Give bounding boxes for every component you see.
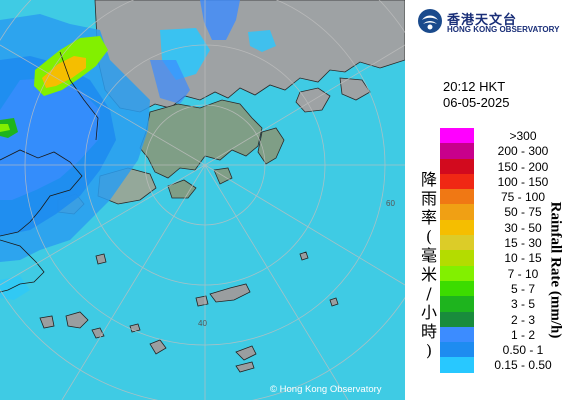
legend-row: 2 - 3 (440, 311, 577, 327)
legend-row: 75 - 100 (440, 189, 577, 205)
legend-swatch (440, 357, 474, 373)
legend-label: 10 - 15 (504, 251, 542, 266)
legend-label: 30 - 50 (504, 220, 542, 235)
legend-label: 3 - 5 (510, 297, 535, 312)
legend-title-cn: 降雨率(毫米 / 小時) (420, 170, 437, 360)
legend-row: 10 - 15 (440, 250, 577, 266)
legend-row: 50 - 75 (440, 204, 577, 220)
legend-label: 2 - 3 (510, 312, 535, 327)
legend-row: 7 - 10 (440, 265, 577, 281)
legend-swatch (440, 173, 474, 190)
legend-label: 200 - 300 (497, 144, 549, 159)
legend-label: 100 - 150 (497, 174, 549, 189)
hko-emblem-icon (418, 9, 442, 33)
legend-label: 1 - 2 (510, 327, 535, 342)
hko-logo[interactable]: 香港天文台 HONG KONG OBSERVATORY (415, 6, 575, 36)
legend-label: 150 - 200 (497, 159, 549, 174)
legend-row: >300 (440, 128, 577, 144)
legend-panel: 香港天文台 HONG KONG OBSERVATORY 20:12 HKT 06… (405, 0, 577, 400)
observation-time: 20:12 HKT (443, 79, 506, 94)
legend-label: 7 - 10 (507, 266, 539, 281)
legend-label: 15 - 30 (504, 236, 542, 251)
observation-date: 06-05-2025 (443, 95, 510, 110)
rainfall-legend: >300 200 - 300 150 - 200 100 - 150 75 - 100 5… (440, 128, 577, 373)
legend-swatch (440, 342, 474, 358)
legend-swatch (440, 311, 474, 327)
legend-swatch (440, 250, 474, 266)
legend-label: >300 (509, 129, 537, 143)
legend-row: 3 - 5 (440, 296, 577, 312)
legend-row: 0.50 - 1 (440, 342, 577, 358)
org-name-cn: 香港天文台 (447, 13, 518, 28)
legend-swatch (440, 280, 474, 297)
legend-swatch (440, 219, 474, 236)
org-name-en: HONG KONG OBSERVATORY (447, 25, 560, 34)
legend-swatch (440, 128, 474, 144)
legend-row: 100 - 150 (440, 173, 577, 190)
legend-label: 50 - 75 (504, 205, 542, 220)
legend-row: 30 - 50 (440, 219, 577, 236)
legend-row: 1 - 2 (440, 326, 577, 343)
legend-swatch (440, 204, 474, 220)
legend-swatch (440, 143, 474, 159)
legend-label: 0.15 - 0.50 (494, 358, 552, 373)
legend-row: 5 - 7 (440, 280, 577, 297)
legend-row: 15 - 30 (440, 235, 577, 251)
legend-swatch (440, 296, 474, 312)
legend-swatch (440, 235, 474, 251)
legend-row: 200 - 300 (440, 143, 577, 159)
copyright-text: © Hong Kong Observatory (270, 384, 382, 395)
southern-islands (39, 251, 339, 373)
legend-row: 150 - 200 (440, 158, 577, 174)
legend-swatch (440, 189, 474, 205)
range-rings (0, 0, 405, 400)
legend-title-en: Rainfall Rate (mm/h) (547, 201, 564, 339)
range-label-40: 40 (198, 319, 207, 328)
legend-swatch (440, 265, 474, 281)
radar-map[interactable]: 60 40 © Hong Kong Observatory (0, 0, 405, 400)
hong-kong-land (139, 99, 285, 199)
legend-row: 0.15 - 0.50 (440, 357, 577, 373)
legend-label: 5 - 7 (510, 281, 535, 296)
range-label-60: 60 (386, 199, 395, 208)
legend-label: 0.50 - 1 (502, 343, 544, 358)
legend-swatch (440, 326, 474, 343)
legend-swatch (440, 158, 474, 174)
legend-label: 75 - 100 (500, 190, 546, 205)
radar-image: 60 40 (0, 0, 405, 400)
